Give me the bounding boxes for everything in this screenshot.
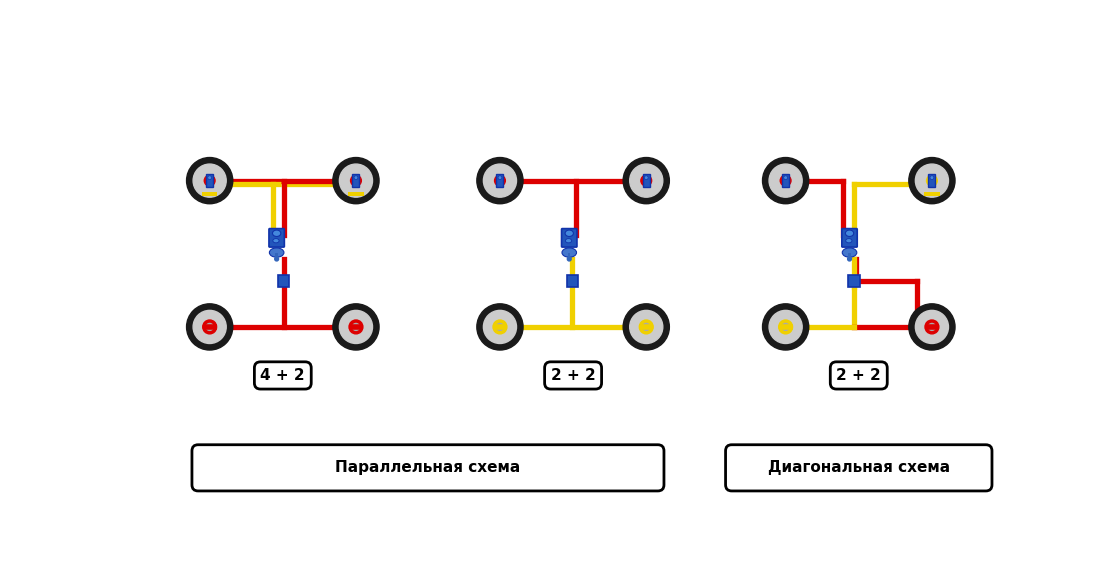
Circle shape [194,310,226,343]
Circle shape [339,310,373,343]
Circle shape [915,310,949,343]
Ellipse shape [498,176,501,179]
Bar [201,192,217,196]
Circle shape [915,164,949,197]
Circle shape [352,324,359,330]
FancyBboxPatch shape [782,174,789,187]
FancyBboxPatch shape [725,445,991,491]
Circle shape [332,304,379,350]
Bar [566,275,579,287]
Circle shape [642,324,650,330]
Circle shape [187,157,233,204]
Circle shape [483,164,517,197]
Bar [924,192,940,196]
FancyBboxPatch shape [562,229,577,247]
Circle shape [623,157,669,204]
Circle shape [349,320,363,334]
Ellipse shape [845,230,854,237]
Circle shape [630,310,662,343]
Circle shape [205,175,215,186]
FancyBboxPatch shape [841,229,857,247]
Circle shape [332,157,379,204]
Circle shape [477,304,523,350]
Circle shape [929,324,935,330]
Circle shape [780,175,791,186]
Circle shape [762,304,809,350]
Text: Диагональная схема: Диагональная схема [768,460,950,475]
FancyBboxPatch shape [352,174,359,187]
Ellipse shape [846,239,852,243]
Circle shape [497,324,504,330]
Text: 2 + 2: 2 + 2 [551,368,595,383]
Circle shape [909,157,955,204]
Circle shape [782,324,789,330]
Circle shape [909,304,955,350]
Ellipse shape [354,176,358,179]
Circle shape [206,324,213,330]
Circle shape [623,304,669,350]
Circle shape [339,164,373,197]
Circle shape [925,320,939,334]
Ellipse shape [843,248,857,257]
FancyBboxPatch shape [192,445,664,491]
Bar [278,275,290,287]
Circle shape [477,157,523,204]
Ellipse shape [208,176,211,179]
Ellipse shape [565,239,572,243]
Text: Параллельная схема: Параллельная схема [336,460,520,475]
Circle shape [495,175,506,186]
Ellipse shape [930,176,934,179]
Ellipse shape [562,248,576,257]
Circle shape [493,320,507,334]
Circle shape [483,310,517,343]
FancyBboxPatch shape [642,174,650,187]
Ellipse shape [273,239,279,243]
Bar [848,275,859,287]
Ellipse shape [270,248,284,257]
FancyBboxPatch shape [269,229,284,247]
FancyBboxPatch shape [206,174,213,187]
Bar [568,253,571,259]
Circle shape [350,175,361,186]
Circle shape [927,175,938,186]
Circle shape [187,304,233,350]
Bar [275,253,278,259]
Circle shape [630,164,662,197]
Ellipse shape [783,176,788,179]
Circle shape [847,257,852,261]
Circle shape [769,164,802,197]
Ellipse shape [645,176,648,179]
FancyBboxPatch shape [929,174,935,187]
Circle shape [641,175,651,186]
Ellipse shape [273,230,281,237]
Circle shape [769,310,802,343]
Circle shape [762,157,809,204]
Bar [848,253,850,259]
FancyBboxPatch shape [497,174,504,187]
Circle shape [639,320,653,334]
Text: 2 + 2: 2 + 2 [836,368,881,383]
Circle shape [203,320,217,334]
Ellipse shape [565,230,573,237]
Circle shape [194,164,226,197]
Text: 4 + 2: 4 + 2 [261,368,305,383]
Bar [348,192,364,196]
Circle shape [779,320,792,334]
Circle shape [567,257,571,261]
Circle shape [275,257,279,261]
